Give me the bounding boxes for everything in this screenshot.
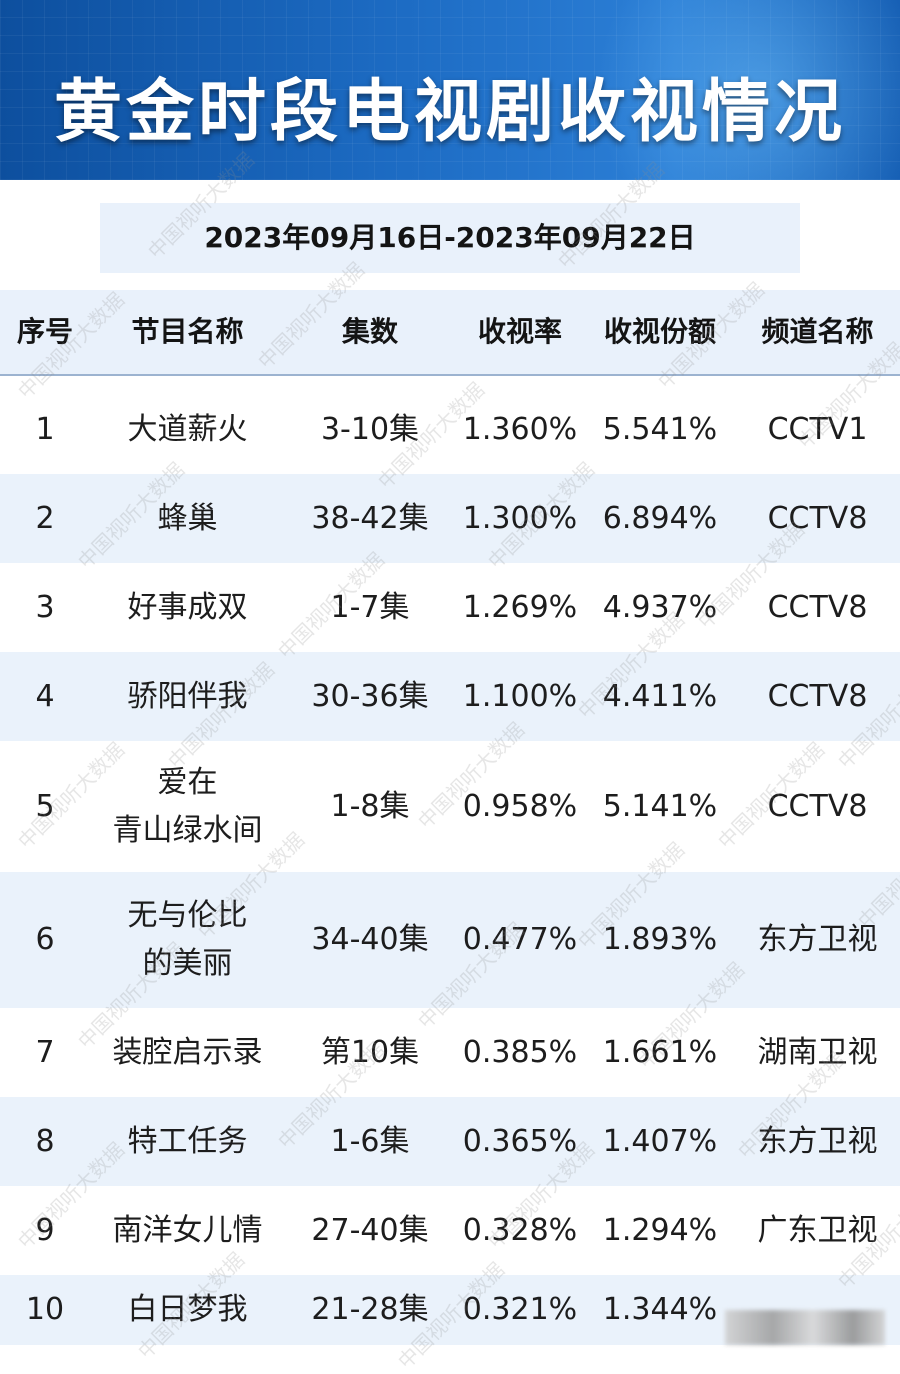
program-name-line: 装腔启示录 [112, 1034, 263, 1070]
rating-cell: 0.365% [462, 1123, 578, 1159]
program-name-cell: 无与伦比 的美丽 [90, 872, 285, 1008]
share-cell: 5.541% [602, 411, 718, 447]
program-name-cell: 骄阳伴我 [90, 652, 285, 741]
share-cell: 1.294% [602, 1212, 718, 1248]
program-name-line: 的美丽 [142, 946, 233, 981]
program-name-line: 好事成双 [127, 589, 248, 625]
share-cell: 1.344% [602, 1292, 718, 1327]
header-share: 收视份额 [603, 315, 716, 348]
table-row: 2 蜂巢 38-42集 1.300% 6.894% CCTV8 [0, 474, 900, 563]
banner-pattern [0, 0, 900, 180]
share-cell: 4.937% [602, 589, 718, 625]
share-cell: 6.894% [602, 500, 718, 536]
rating-cell: 0.385% [462, 1034, 578, 1070]
program-name-cell: 装腔启示录 [90, 1008, 285, 1097]
date-range: 2023年09月16日-2023年09月22日 [204, 221, 696, 254]
table-header: 序号 节目名称 集数 收视率 收视份额 频道名称 [0, 290, 900, 376]
program-name-line: 大道薪火 [127, 411, 248, 447]
page-title: 黄金时段电视剧收视情况 [53, 73, 846, 152]
episodes-cell: 1-7集 [330, 589, 410, 625]
table-row: 8 特工任务 1-6集 0.365% 1.407% 东方卫视 [0, 1097, 900, 1186]
program-name-cell: 白日梦我 [90, 1275, 285, 1345]
table-row: 4 骄阳伴我 30-36集 1.100% 4.411% CCTV8 [0, 652, 900, 741]
serial-cell: 7 [35, 1034, 55, 1070]
channel-cell: 湖南卫视 [757, 1034, 878, 1070]
program-name-line: 蜂巢 [157, 500, 218, 536]
header-channel: 频道名称 [761, 315, 874, 348]
episodes-cell: 1-6集 [330, 1123, 410, 1159]
rating-cell: 0.477% [462, 922, 578, 957]
rating-cell: 1.300% [462, 500, 578, 536]
serial-cell: 2 [35, 500, 55, 536]
episodes-cell: 30-36集 [311, 678, 429, 714]
rating-cell: 0.328% [462, 1212, 578, 1248]
serial-cell: 10 [25, 1292, 65, 1327]
program-name-line: 骄阳伴我 [127, 678, 248, 714]
table-row: 5 爱在青山绿水间 1-8集 0.958% 5.141% CCTV8 [0, 741, 900, 872]
table-row: 9 南洋女儿情 27-40集 0.328% 1.294% 广东卫视 [0, 1186, 900, 1275]
title-banner [0, 0, 900, 180]
rating-cell: 0.958% [462, 788, 578, 824]
serial-cell: 9 [35, 1212, 55, 1248]
channel-cell: CCTV8 [767, 500, 868, 536]
channel-cell: 广东卫视 [757, 1212, 878, 1248]
table-row: 3 好事成双 1-7集 1.269% 4.937% CCTV8 [0, 563, 900, 652]
program-name-line: 无与伦比 [127, 898, 248, 933]
rating-cell: 1.360% [462, 411, 578, 447]
share-cell: 4.411% [602, 678, 718, 714]
episodes-cell: 第10集 [320, 1034, 420, 1070]
program-name-line: 白日梦我 [127, 1292, 248, 1327]
program-name-line: 青山绿水间 [112, 812, 263, 848]
rating-cell: 1.269% [462, 589, 578, 625]
blurred-logo [725, 1310, 885, 1345]
date-range-box [100, 203, 800, 273]
program-name-cell: 大道薪火 [90, 385, 285, 474]
channel-cell: CCTV8 [767, 678, 868, 714]
program-name-cell: 特工任务 [90, 1097, 285, 1186]
program-name-line: 南洋女儿情 [112, 1212, 263, 1248]
rating-cell: 1.100% [462, 678, 578, 714]
share-cell: 1.407% [602, 1123, 718, 1159]
header-rating: 收视率 [477, 315, 562, 348]
table-row: 6 无与伦比的美丽 34-40集 0.477% 1.893% 东方卫视 [0, 872, 900, 1008]
episodes-cell: 34-40集 [311, 922, 429, 957]
serial-cell: 8 [35, 1123, 55, 1159]
episodes-cell: 27-40集 [311, 1212, 429, 1248]
episodes-cell: 21-28集 [311, 1292, 429, 1327]
header-program-name: 节目名称 [131, 315, 244, 348]
serial-cell: 5 [35, 788, 55, 824]
program-name-line: 爱在 [157, 764, 218, 800]
program-name-cell: 爱在 青山绿水间 [90, 741, 285, 872]
program-name-line: 特工任务 [127, 1123, 248, 1159]
table-row: 7 装腔启示录 第10集 0.385% 1.661% 湖南卫视 [0, 1008, 900, 1097]
channel-cell: CCTV1 [767, 411, 868, 447]
serial-cell: 6 [35, 922, 55, 957]
serial-cell: 1 [35, 411, 55, 447]
banner-glow [580, 0, 900, 180]
serial-cell: 4 [35, 678, 55, 714]
header-serial: 序号 [16, 315, 73, 348]
episodes-cell: 1-8集 [330, 788, 410, 824]
header-episodes: 集数 [341, 315, 398, 348]
program-name-cell: 南洋女儿情 [90, 1186, 285, 1275]
channel-cell: CCTV8 [767, 589, 868, 625]
program-name-cell: 蜂巢 [90, 474, 285, 563]
episodes-cell: 38-42集 [311, 500, 429, 536]
channel-cell: 东方卫视 [757, 1123, 878, 1159]
program-name-cell: 好事成双 [90, 563, 285, 652]
share-cell: 5.141% [602, 788, 718, 824]
serial-cell: 3 [35, 589, 55, 625]
channel-cell: CCTV8 [767, 788, 868, 824]
table-row: 1 大道薪火 3-10集 1.360% 5.541% CCTV1 [0, 385, 900, 474]
channel-cell: 东方卫视 [757, 922, 878, 957]
rating-cell: 0.321% [462, 1292, 578, 1327]
share-cell: 1.661% [602, 1034, 718, 1070]
share-cell: 1.893% [602, 922, 718, 957]
episodes-cell: 3-10集 [320, 411, 420, 447]
